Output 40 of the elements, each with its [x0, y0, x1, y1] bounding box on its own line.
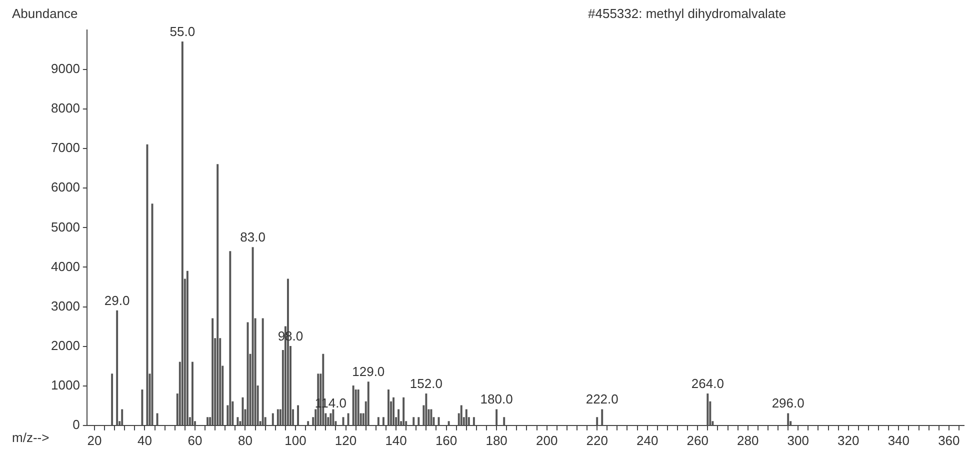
y-tick-label: 7000	[51, 140, 80, 156]
annotation: 152.0	[410, 376, 442, 391]
annotation: 180.0	[480, 392, 513, 407]
y-tick-label: 3000	[51, 298, 80, 314]
x-tick-label: 160	[435, 432, 458, 448]
y-tick-label: 8000	[51, 100, 80, 116]
x-tick-label: 120	[334, 432, 357, 448]
x-tick-label: 80	[238, 432, 252, 448]
annotation: 296.0	[772, 396, 804, 411]
y-tick-label: 4000	[51, 258, 80, 274]
y-tick-label: 6000	[51, 180, 80, 195]
y-tick-label: 9000	[51, 61, 80, 76]
x-tick-label: 320	[838, 432, 860, 448]
x-tick-label: 360	[938, 432, 960, 448]
x-tick-label: 60	[188, 432, 202, 448]
annotation: 264.0	[691, 376, 724, 391]
annotation: 55.0	[170, 24, 196, 39]
annotation: 83.0	[240, 230, 266, 245]
x-tick-label: 300	[787, 432, 809, 448]
annotation: 222.0	[586, 392, 618, 407]
x-tick-label: 260	[686, 432, 708, 448]
x-tick-label: 340	[888, 432, 910, 448]
x-tick-label: 240	[636, 432, 658, 448]
x-tick-label: 40	[137, 432, 152, 448]
y-tick-label: 0	[72, 416, 80, 432]
x-axis-title: m/z-->	[12, 430, 50, 445]
y-tick-label: 5000	[51, 219, 80, 234]
x-tick-label: 180	[486, 432, 508, 448]
y-tick-label: 2000	[51, 338, 80, 353]
x-tick-label: 100	[284, 432, 306, 448]
x-tick-label: 280	[737, 432, 759, 448]
annotation: 129.0	[352, 364, 385, 379]
chart-title: #455332: methyl dihydromalvalate	[588, 6, 786, 22]
x-tick-label: 140	[385, 432, 407, 448]
y-axis-title: Abundance	[12, 6, 78, 22]
x-tick-label: 200	[536, 432, 558, 448]
x-tick-label: 220	[586, 432, 608, 448]
y-tick-label: 1000	[51, 377, 80, 392]
annotation: 29.0	[104, 292, 130, 308]
x-tick-label: 20	[87, 432, 102, 448]
